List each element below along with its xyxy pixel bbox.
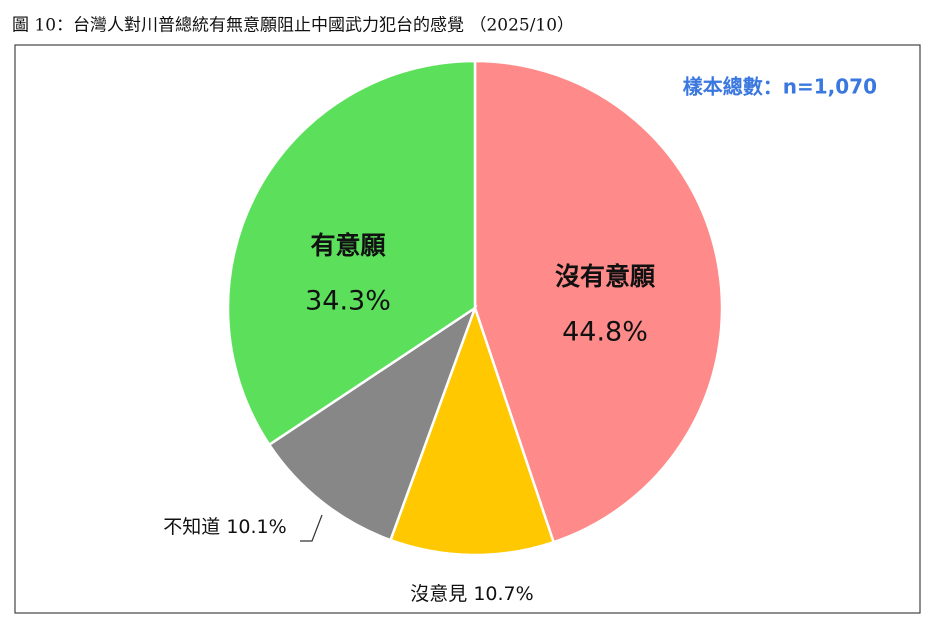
slice-label: 不知道 [163, 516, 220, 538]
chart-title: 圖 10：台灣人對川普總統有無意願阻止中國武力犯台的感覺 （2025/10） [12, 16, 574, 36]
slice-label: 沒意見 [410, 583, 467, 605]
value-label: 44.8% [562, 317, 648, 348]
pie-slice [226, 59, 477, 447]
sample-size: 樣本總數：n=1,070 [683, 75, 877, 99]
value-label: 10.1% [226, 516, 286, 538]
pie-slice [267, 304, 478, 542]
value-label: 34.3% [305, 286, 391, 317]
value-label: 10.7% [473, 583, 533, 605]
pie-slice [388, 304, 556, 557]
chart-frame [14, 44, 921, 614]
leader-line [300, 514, 323, 542]
slice-label: 沒有意願 [555, 262, 656, 291]
slice-label: 有意願 [310, 231, 386, 260]
pie-slice [473, 59, 724, 544]
slice-label-group: 沒意見 10.7% [410, 583, 533, 605]
slice-label-group: 不知道 10.1% [163, 516, 286, 538]
